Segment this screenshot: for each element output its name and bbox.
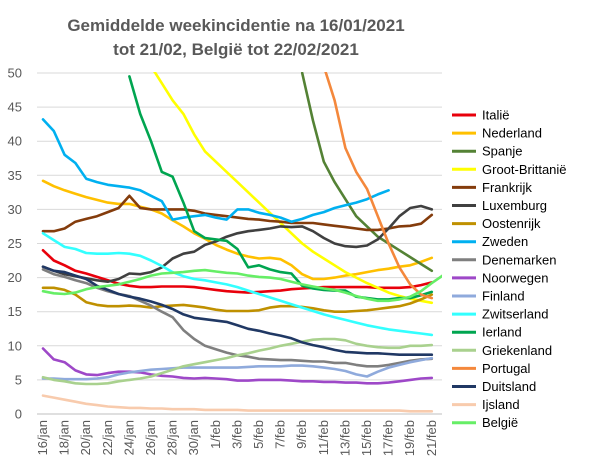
x-tick-label: 1/feb bbox=[208, 420, 223, 449]
legend-label: Groot-Brittanië bbox=[482, 162, 567, 177]
y-axis: 0 5 10 15 20 25 30 35 40 45 50 bbox=[8, 66, 22, 422]
legend-label: Denemarken bbox=[482, 252, 556, 267]
series-line-17 bbox=[41, 394, 434, 413]
x-tick-label: 30/jan bbox=[186, 420, 201, 455]
x-tick-label: 19/feb bbox=[402, 420, 417, 456]
y-tick-label: 15 bbox=[8, 304, 22, 319]
x-tick-label: 9/feb bbox=[294, 420, 309, 449]
series-line-7 bbox=[41, 286, 434, 313]
series-line-10 bbox=[41, 347, 434, 385]
plot-area bbox=[41, 72, 442, 413]
legend-label: Oostenrijk bbox=[482, 216, 541, 231]
x-tick-label: 26/jan bbox=[143, 420, 158, 455]
y-tick-label: 35 bbox=[8, 168, 22, 183]
legend-label: Zwitserland bbox=[482, 307, 548, 322]
y-tick-label: 20 bbox=[8, 270, 22, 285]
y-tick-label: 50 bbox=[8, 66, 22, 81]
gridlines bbox=[37, 72, 442, 415]
series-line-18 bbox=[41, 268, 442, 303]
series-line-16 bbox=[41, 265, 434, 356]
chart-title: Gemiddelde weekincidentie na 16/01/2021 … bbox=[67, 16, 404, 59]
series-line-1 bbox=[41, 249, 434, 294]
series-line-13 bbox=[128, 75, 434, 301]
x-tick-label: 3/feb bbox=[229, 420, 244, 449]
legend: Italië Nederland Spanje Groot-Brittanië Fran… bbox=[452, 108, 567, 430]
series-line-15 bbox=[324, 72, 434, 300]
x-tick-label: 7/feb bbox=[273, 420, 288, 449]
chart-title-line-2: tot 21/02, België tot 22/02/2021 bbox=[113, 40, 359, 59]
x-tick-label: 24/jan bbox=[121, 420, 136, 455]
x-tick-label: 5/feb bbox=[251, 420, 266, 449]
legend-label: Noorwegen bbox=[482, 270, 549, 285]
series-line-5 bbox=[41, 194, 434, 233]
series-line-9 bbox=[41, 268, 434, 368]
series-line-2 bbox=[41, 179, 434, 281]
legend-label: Luxemburg bbox=[482, 198, 547, 213]
x-tick-label: 20/jan bbox=[78, 420, 93, 455]
x-tick-label: 18/jan bbox=[57, 420, 72, 455]
chart-title-line-1: Gemiddelde weekincidentie na 16/01/2021 bbox=[67, 16, 404, 35]
x-tick-label: 17/feb bbox=[381, 420, 396, 456]
legend-label: Zweden bbox=[482, 234, 528, 249]
x-tick-label: 16/jan bbox=[35, 420, 50, 455]
y-tick-label: 10 bbox=[8, 338, 22, 353]
legend-label: Finland bbox=[482, 289, 525, 304]
y-tick-label: 25 bbox=[8, 236, 22, 251]
y-tick-label: 30 bbox=[8, 202, 22, 217]
legend-label: Nederland bbox=[482, 126, 542, 141]
x-tick-label: 11/feb bbox=[316, 420, 331, 455]
y-tick-label: 5 bbox=[15, 372, 22, 387]
x-axis: 16/jan 18/jan 20/jan 22/jan 24/jan 26/jan 28/j… bbox=[35, 413, 442, 456]
legend-label: Griekenland bbox=[482, 343, 552, 358]
x-tick-label: 22/jan bbox=[100, 420, 115, 455]
legend-label: Spanje bbox=[482, 144, 522, 159]
y-tick-label: 0 bbox=[15, 407, 22, 422]
series-line-14 bbox=[41, 337, 434, 386]
legend-label: Ijsland bbox=[482, 397, 520, 412]
legend-label: Italië bbox=[482, 108, 509, 123]
series-line-8 bbox=[41, 118, 390, 223]
series-line-3 bbox=[300, 72, 434, 273]
y-tick-label: 40 bbox=[8, 134, 22, 149]
legend-label: Duitsland bbox=[482, 379, 536, 394]
legend-label: Portugal bbox=[482, 361, 531, 376]
x-tick-label: 15/feb bbox=[359, 420, 374, 456]
x-tick-label: 28/jan bbox=[165, 420, 180, 455]
legend-label: Frankrijk bbox=[482, 180, 532, 195]
x-tick-label: 13/feb bbox=[337, 420, 352, 456]
x-tick-label: 21/feb bbox=[424, 420, 439, 456]
legend-label: Ierland bbox=[482, 325, 522, 340]
series-line-11 bbox=[41, 356, 434, 381]
legend-label: België bbox=[482, 415, 518, 430]
series-line-6 bbox=[41, 204, 434, 283]
y-tick-label: 45 bbox=[8, 100, 22, 115]
series-line-4 bbox=[153, 72, 434, 305]
series-line-12 bbox=[41, 232, 434, 337]
